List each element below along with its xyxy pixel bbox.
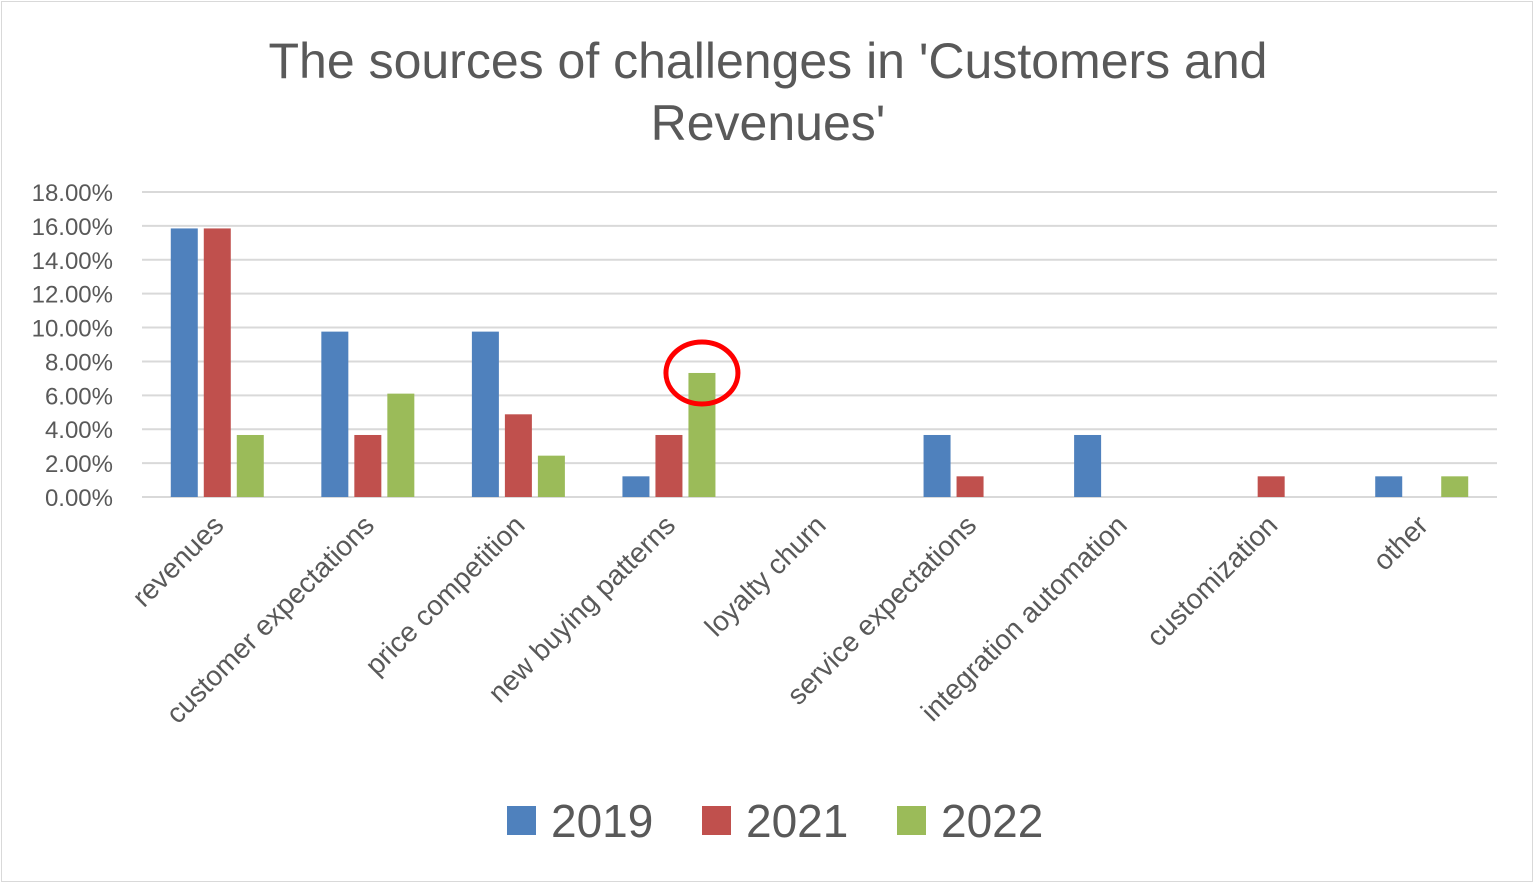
chart-title-line-1: The sources of challenges in 'Customers … xyxy=(269,33,1268,89)
y-tick-label: 12.00% xyxy=(32,282,113,309)
bar-2021 xyxy=(354,434,382,497)
bar-2022 xyxy=(387,393,415,497)
y-tick-label: 2.00% xyxy=(45,451,113,478)
bar-2021 xyxy=(1257,476,1285,497)
bar-2019 xyxy=(622,476,650,497)
legend-label-2021: 2021 xyxy=(746,795,848,847)
bar-2021 xyxy=(655,434,683,497)
legend-label-2022: 2022 xyxy=(941,795,1043,847)
y-tick-label: 6.00% xyxy=(45,383,113,410)
legend-swatch-2021 xyxy=(702,806,731,835)
y-tick-label: 18.00% xyxy=(32,180,113,207)
y-tick-label: 8.00% xyxy=(45,349,113,376)
legend-label-2019: 2019 xyxy=(551,795,653,847)
bar-2019 xyxy=(923,434,951,497)
bar-2019 xyxy=(170,228,198,498)
bar-2022 xyxy=(688,372,716,497)
bar-2022 xyxy=(537,455,565,497)
bar-2021 xyxy=(203,228,231,498)
x-tick-label: loyalty churn xyxy=(699,509,832,642)
bar-2019 xyxy=(471,331,499,497)
x-tick-label: other xyxy=(1367,509,1434,576)
bar-2021 xyxy=(956,476,984,497)
y-tick-label: 14.00% xyxy=(32,248,113,275)
bar-2022 xyxy=(1441,476,1469,497)
bar-2019 xyxy=(321,331,349,497)
bar-2022 xyxy=(236,434,264,497)
legend-swatch-2022 xyxy=(897,806,926,835)
y-tick-label: 10.00% xyxy=(32,316,113,343)
y-tick-label: 4.00% xyxy=(45,417,113,444)
y-tick-label: 0.00% xyxy=(45,485,113,512)
x-tick-label: customization xyxy=(1140,509,1283,652)
y-tick-label: 16.00% xyxy=(32,214,113,241)
bar-2019 xyxy=(1074,434,1102,497)
highlight-circle xyxy=(663,339,741,407)
legend-swatch-2019 xyxy=(507,806,536,835)
bar-2021 xyxy=(504,414,532,497)
x-tick-label: revenues xyxy=(126,509,229,612)
bar-2019 xyxy=(1375,476,1403,497)
chart-title-line-2: Revenues' xyxy=(651,95,886,151)
x-tick-label: price competition xyxy=(359,509,531,681)
